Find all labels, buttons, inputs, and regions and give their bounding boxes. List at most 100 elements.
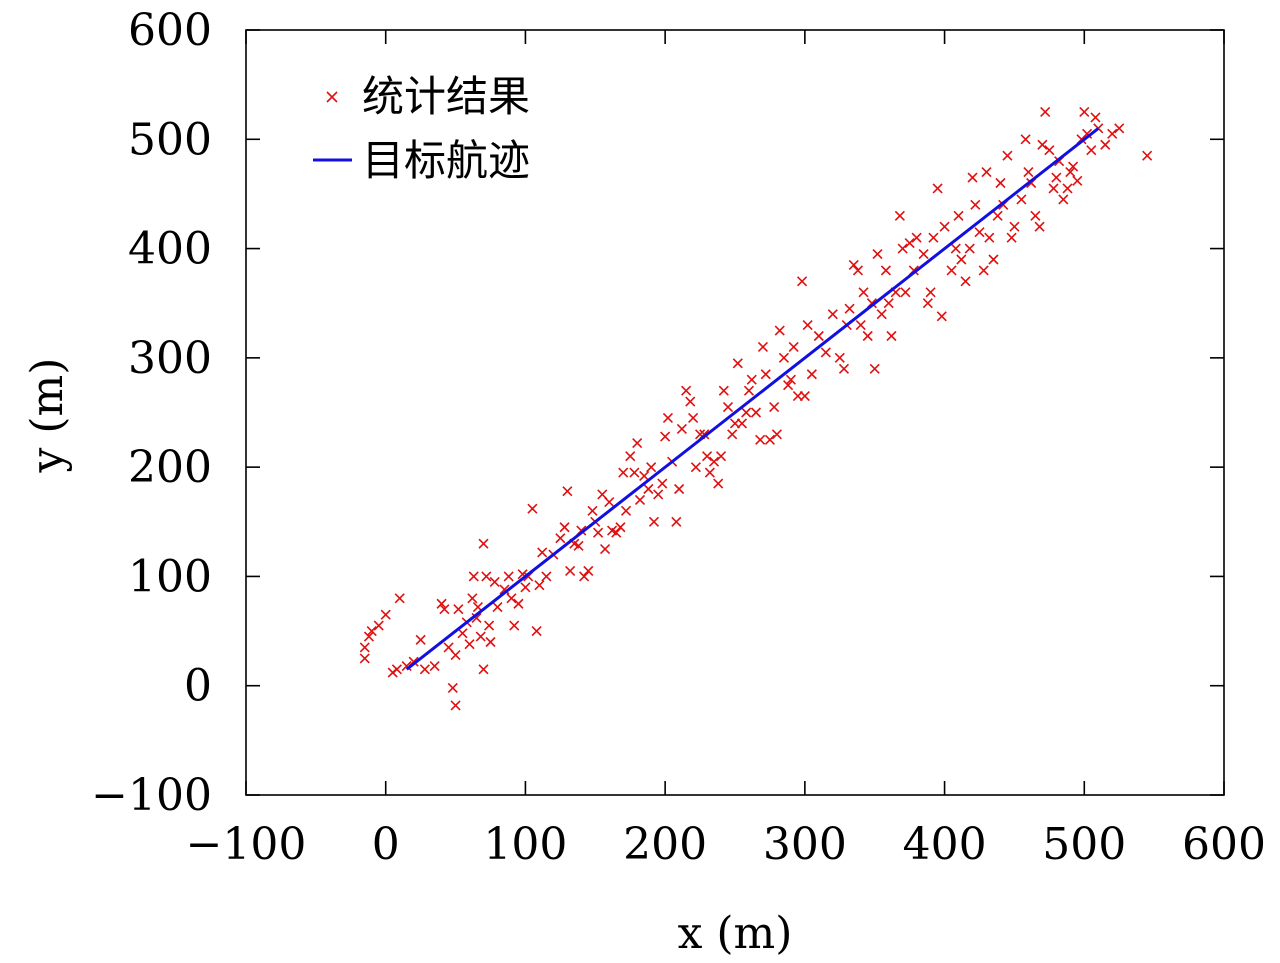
data-point: [643, 483, 654, 495]
y-tick-label: 400: [128, 224, 212, 275]
y-axis-label: y (m): [22, 358, 73, 474]
data-point: [755, 434, 766, 445]
data-point: [701, 451, 713, 462]
data-point: [499, 584, 510, 595]
x-tick-label: 600: [1182, 819, 1266, 870]
data-point: [946, 265, 957, 276]
data-point: [848, 259, 859, 271]
data-point: [939, 221, 950, 232]
data-point: [380, 609, 391, 620]
data-point: [1002, 150, 1013, 161]
data-point: [1058, 194, 1069, 205]
data-point: [450, 700, 461, 711]
data-point: [600, 544, 611, 555]
data-point: [359, 642, 370, 653]
data-point: [1048, 183, 1059, 194]
data-point: [785, 374, 796, 385]
data-point: [674, 483, 685, 495]
data-point: [718, 385, 729, 396]
data-point: [894, 210, 905, 221]
data-point: [771, 429, 782, 440]
data-point: [802, 320, 813, 331]
series-line: [405, 127, 1100, 671]
data-point: [509, 620, 520, 631]
data-point: [964, 243, 975, 254]
data-point: [1062, 183, 1073, 194]
data-point: [858, 287, 869, 298]
data-point: [671, 516, 682, 527]
data-point: [827, 309, 838, 320]
data-point: [366, 626, 377, 637]
scatter-series: [359, 106, 1153, 711]
data-point: [485, 636, 496, 648]
data-point: [911, 232, 922, 243]
data-point: [876, 309, 887, 320]
data-point: [778, 352, 789, 363]
data-point: [478, 538, 489, 549]
data-point: [690, 462, 701, 473]
data-point: [953, 210, 964, 221]
data-point: [1082, 128, 1093, 139]
data-point: [769, 401, 780, 413]
data-point: [629, 467, 640, 478]
data-point: [520, 582, 531, 593]
data-point: [453, 604, 464, 615]
data-point: [838, 363, 850, 374]
legend-label-scatter: 统计结果: [362, 72, 530, 121]
data-point: [862, 330, 873, 342]
data-point: [429, 660, 440, 672]
data-point: [855, 320, 866, 331]
data-point: [1051, 172, 1062, 183]
data-point: [1065, 167, 1076, 178]
data-point: [852, 265, 864, 276]
data-point: [869, 363, 880, 374]
data-point: [565, 565, 576, 577]
data-point: [583, 565, 594, 577]
data-point: [806, 369, 817, 380]
data-point: [391, 664, 402, 675]
y-tick-label: 200: [128, 442, 212, 493]
data-point: [541, 571, 552, 582]
data-point: [1006, 232, 1017, 243]
data-point: [1040, 106, 1051, 118]
data-point: [559, 522, 570, 533]
data-point: [439, 604, 450, 615]
legend-label-line: 目标航迹: [362, 136, 530, 185]
data-point: [904, 238, 915, 249]
data-point: [648, 516, 660, 527]
data-point: [932, 183, 943, 194]
y-tick-label: 100: [128, 551, 212, 602]
data-point: [799, 391, 810, 402]
data-point: [967, 172, 978, 183]
data-point: [475, 631, 486, 642]
data-point: [978, 265, 989, 276]
data-point: [746, 374, 757, 385]
data-point: [1086, 145, 1097, 156]
data-point: [783, 380, 794, 391]
data-point: [457, 628, 468, 639]
data-point: [736, 418, 748, 429]
data-point: [750, 407, 762, 418]
y-axis-ticks: −100 0 100 200 300 400 500 600: [91, 5, 1224, 821]
data-point: [660, 431, 671, 442]
data-point: [925, 287, 936, 298]
data-point: [468, 571, 479, 582]
data-point: [484, 620, 495, 631]
data-point: [401, 660, 412, 672]
data-point: [681, 385, 692, 396]
data-point: [447, 682, 458, 693]
data-point: [587, 505, 598, 516]
data-point: [1020, 134, 1031, 145]
data-point: [481, 571, 492, 582]
data-point: [646, 462, 657, 473]
data-point: [1114, 123, 1125, 134]
x-tick-label: 500: [1042, 819, 1126, 870]
data-point: [732, 358, 743, 369]
x-tick-label: 300: [763, 819, 847, 870]
data-point: [1107, 128, 1118, 139]
data-point: [478, 664, 489, 675]
data-point: [534, 580, 545, 591]
data-point: [537, 547, 548, 558]
data-point: [984, 232, 995, 243]
